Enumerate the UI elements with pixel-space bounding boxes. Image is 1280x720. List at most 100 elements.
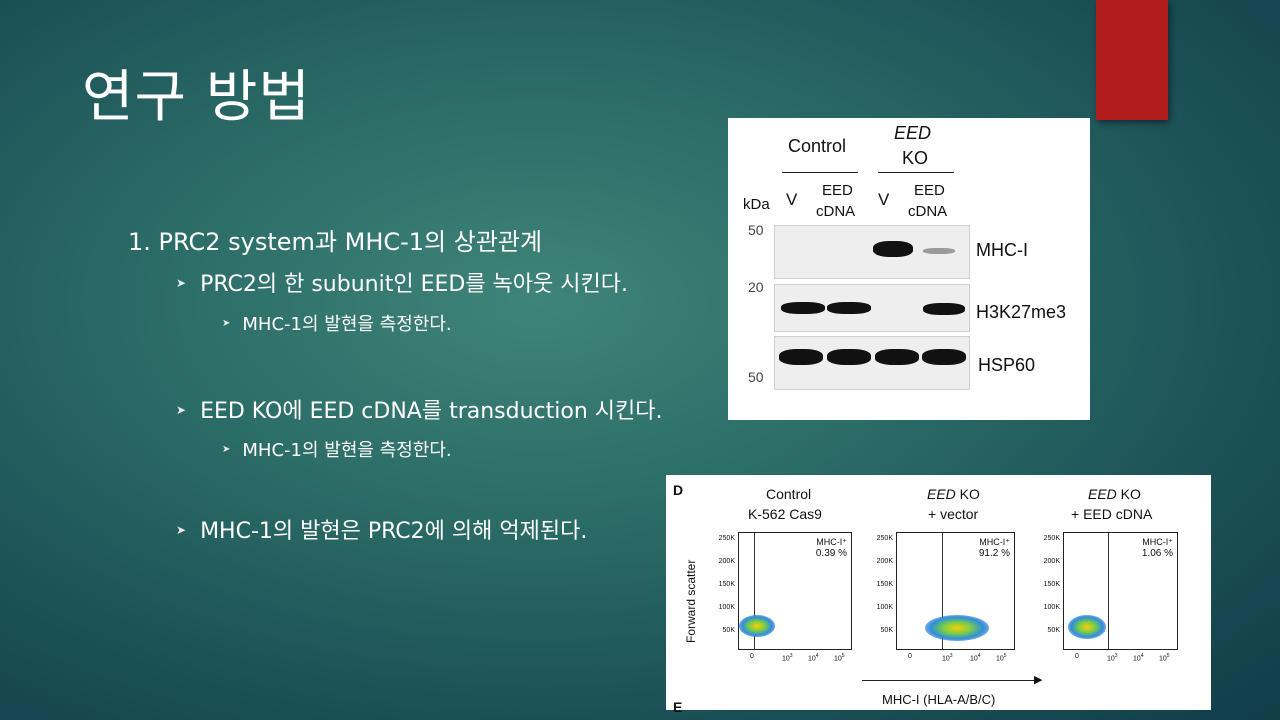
y-tick-column: 250K 200K 150K 100K 50K (869, 532, 895, 648)
gate-label: MHC-I⁺ (816, 537, 847, 547)
western-blot-figure: Control EED KO kDa V EED cDNA V EED cDNA… (728, 118, 1090, 420)
slide-title: 연구 방법 (82, 65, 311, 130)
lane-label: V (878, 190, 890, 209)
blot-band (827, 349, 871, 365)
y-tick: 100K (876, 604, 893, 611)
cell-population (739, 615, 775, 637)
group-underline (878, 172, 954, 173)
cell-population (1068, 615, 1106, 639)
y-tick-column: 250K 200K 150K 100K 50K (711, 532, 737, 648)
group-label-control: Control (788, 136, 847, 156)
x-tick: 0 (1075, 653, 1079, 660)
cell-population (925, 615, 989, 641)
x-tick: 103 (782, 653, 793, 663)
y-tick: 250K (1043, 535, 1060, 542)
panel-title: + EED cDNA (1071, 506, 1153, 522)
bullet-text: MHC-1의 발현을 측정한다. (242, 314, 452, 335)
arrow-bullet-icon: ➤ (176, 276, 187, 290)
y-tick: 100K (1043, 604, 1060, 611)
x-tick: 104 (970, 653, 981, 663)
y-tick: 150K (876, 581, 893, 588)
gate-label: MHC-I⁺ (1142, 537, 1173, 547)
y-tick: 150K (1043, 581, 1060, 588)
arrow-right-icon: ▶ (1034, 674, 1043, 686)
arrow-bullet-icon: ➤ (222, 443, 231, 455)
blot-hsp60 (774, 336, 970, 390)
blot-band (873, 241, 913, 257)
blot-band (827, 302, 871, 314)
lane-label: cDNA (816, 203, 856, 220)
marker-label: 20 (748, 279, 764, 295)
flow-plot: MHC-I⁺ 91.2 % (896, 532, 1015, 650)
lane-label: EED (822, 182, 853, 199)
x-tick-row: 0 103 104 105 (896, 651, 1013, 665)
x-tick: 104 (808, 653, 819, 663)
blot-band (781, 302, 825, 314)
panel-title: Control (766, 486, 812, 502)
blot-h3k27me3 (774, 284, 970, 332)
y-tick: 200K (1043, 558, 1060, 565)
bullet-level3: ➤ MHC-1의 발현을 측정한다. (222, 310, 452, 336)
arrow-bullet-icon: ➤ (176, 403, 187, 417)
y-tick: 50K (1047, 627, 1060, 634)
blot-band (923, 303, 965, 315)
bullet-text: 1. PRC2 system과 MHC-1의 상관관계 (128, 228, 543, 256)
panel-title: + vector (928, 506, 979, 522)
gate-percent: 91.2 % (978, 548, 1010, 559)
arrow-bullet-icon: ➤ (176, 523, 187, 537)
bullet-level2: ➤ MHC-1의 발현은 PRC2에 의해 억제된다. (176, 513, 587, 545)
x-tick: 0 (750, 653, 754, 660)
lane-label: EED (914, 182, 945, 199)
blot-label-hsp60: HSP60 (978, 355, 1036, 375)
gate-line (942, 533, 943, 649)
panel-letter: E (673, 699, 683, 715)
marker-label: 50 (748, 222, 764, 238)
x-tick-row: 0 103 104 105 (1063, 651, 1176, 665)
x-axis-arrow (862, 680, 1038, 681)
panel-title: EED KO (1088, 486, 1141, 502)
x-tick: 103 (942, 653, 953, 663)
gate-label: MHC-I⁺ (979, 537, 1010, 547)
bullet-level3: ➤ MHC-1의 발현을 측정한다. (222, 436, 452, 462)
x-tick: 105 (834, 653, 845, 663)
blot-band (779, 349, 823, 365)
group-label-eed: EED (894, 123, 932, 143)
bullet-level2: ➤ PRC2의 한 subunit인 EED를 녹아웃 시킨다. (176, 266, 628, 298)
panel-title: EED KO (927, 486, 980, 502)
y-tick: 200K (718, 558, 735, 565)
blot-band (922, 349, 966, 365)
gate-percent: 1.06 % (1141, 548, 1173, 559)
flow-plot: MHC-I⁺ 0.39 % (738, 532, 852, 650)
y-tick-column: 250K 200K 150K 100K 50K (1036, 532, 1062, 648)
arrow-bullet-icon: ➤ (222, 317, 231, 329)
group-label-ko: KO (902, 148, 929, 168)
lane-label: V (786, 190, 798, 209)
gate-percent: 0.39 % (815, 548, 847, 559)
y-axis-label: Forward scatter (684, 559, 698, 643)
x-axis-label: MHC-I (HLA-A/B/C) (882, 692, 996, 707)
bullet-text: EED KO에 EED cDNA를 transduction 시킨다. (200, 399, 663, 424)
gate-line (754, 533, 755, 649)
bullet-text: MHC-1의 발현을 측정한다. (242, 440, 452, 461)
group-underline (782, 172, 858, 173)
y-tick: 50K (722, 627, 735, 634)
flow-plot: MHC-I⁺ 1.06 % (1063, 532, 1178, 650)
x-tick: 0 (908, 653, 912, 660)
blot-band (875, 349, 919, 365)
y-tick: 150K (718, 581, 735, 588)
blot-label-h3k27me3: H3K27me3 (976, 302, 1067, 322)
x-tick-row: 0 103 104 105 (738, 651, 850, 665)
kda-label: kDa (743, 196, 770, 213)
blot-mhc-i (774, 225, 970, 279)
y-tick: 250K (718, 535, 735, 542)
panel-title: K-562 Cas9 (748, 506, 822, 522)
lane-label: cDNA (908, 203, 948, 220)
bullet-level1: 1. PRC2 system과 MHC-1의 상관관계 (128, 222, 542, 257)
flow-cytometry-figure: D E Forward scatter Control K-562 Cas9 E… (666, 475, 1211, 715)
x-tick: 104 (1133, 653, 1144, 663)
bullet-level2: ➤ EED KO에 EED cDNA를 transduction 시킨다. (176, 393, 663, 425)
x-tick: 103 (1107, 653, 1118, 663)
bullet-text: PRC2의 한 subunit인 EED를 녹아웃 시킨다. (200, 272, 628, 297)
y-tick: 100K (718, 604, 735, 611)
red-accent-tab (1096, 0, 1168, 120)
